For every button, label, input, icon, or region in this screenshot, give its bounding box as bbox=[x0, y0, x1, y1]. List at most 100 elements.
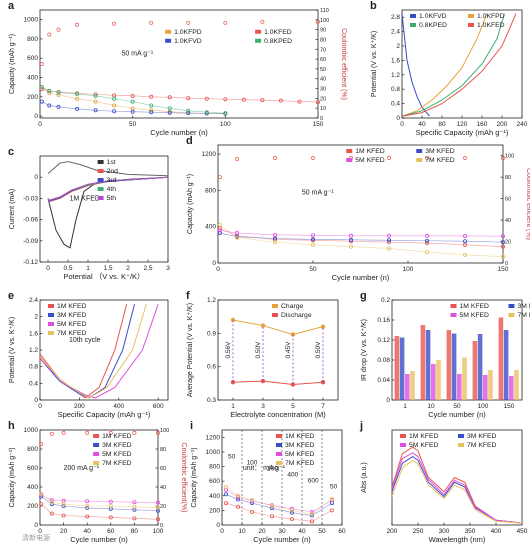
data-point bbox=[260, 98, 265, 103]
legend-swatch bbox=[450, 313, 457, 317]
y-tick-label: 0 bbox=[386, 397, 390, 404]
ce-point bbox=[223, 20, 228, 25]
y-axis-label: Current (mA) bbox=[9, 189, 16, 229]
y2-tick-label: 40 bbox=[505, 218, 511, 224]
data-point bbox=[310, 233, 315, 238]
series-line bbox=[401, 13, 517, 117]
x-tick-label: 3 bbox=[166, 265, 170, 272]
legend-swatch bbox=[346, 149, 353, 153]
legend-swatch bbox=[272, 313, 278, 317]
y2-tick-label: 20 bbox=[505, 240, 511, 246]
data-point bbox=[310, 237, 315, 242]
chart-panel-a: a Cycle number (n) Capacity (mAh g⁻¹) Coulo… bbox=[8, 0, 347, 137]
x-tick-label: 200 bbox=[387, 528, 398, 535]
y2-tick-label: 60 bbox=[320, 57, 326, 63]
y-tick-label: 1000 bbox=[24, 17, 39, 24]
y-tick-label: 2 bbox=[396, 43, 400, 50]
legend-swatch bbox=[400, 443, 406, 447]
legend-label: 3M KFED bbox=[57, 312, 87, 319]
x-tick-label: 40 bbox=[298, 528, 306, 535]
rate-label: 50 bbox=[330, 484, 338, 491]
y-tick-label: 1.6 bbox=[29, 330, 38, 337]
y2-tick-label: 50 bbox=[320, 67, 326, 73]
data-point bbox=[93, 99, 98, 104]
data-point bbox=[348, 244, 353, 249]
series-line bbox=[401, 13, 430, 117]
y-tick-label: -0.06 bbox=[23, 217, 38, 224]
x-tick-label: 1 bbox=[86, 265, 90, 272]
bar bbox=[436, 360, 441, 400]
y-tick-label: 0.04 bbox=[377, 377, 390, 384]
bar bbox=[498, 317, 504, 400]
data-point bbox=[39, 491, 44, 496]
rate-label: 200 bbox=[267, 466, 278, 473]
data-point bbox=[39, 85, 44, 90]
legend-swatch bbox=[416, 158, 423, 162]
y-tick-label: -0.12 bbox=[23, 259, 38, 266]
data-point bbox=[272, 240, 277, 245]
x-tick-label: 250 bbox=[413, 528, 424, 535]
legend-swatch bbox=[48, 331, 54, 335]
data-point bbox=[85, 503, 90, 508]
plot-frame bbox=[217, 144, 504, 264]
legend-label: 1.0KFPD bbox=[477, 13, 505, 20]
bar bbox=[488, 370, 493, 400]
x-axis-label: Cycle number (n) bbox=[253, 535, 311, 544]
x-axis-label: Cycle number (n) bbox=[332, 273, 390, 282]
bar bbox=[451, 333, 457, 400]
x-tick-label: 30 bbox=[278, 528, 286, 535]
x-tick-label: 100 bbox=[220, 121, 231, 128]
legend-swatch bbox=[97, 160, 104, 164]
data-point bbox=[47, 89, 52, 94]
series-line bbox=[39, 304, 159, 399]
bar bbox=[477, 334, 483, 400]
panel-letter: j bbox=[359, 420, 363, 432]
y-tick-label: 400 bbox=[27, 75, 38, 82]
legend-swatch bbox=[97, 187, 104, 191]
legend-swatch bbox=[468, 14, 474, 18]
x-tick-label: 600 bbox=[153, 403, 164, 410]
data-point bbox=[272, 236, 277, 241]
y2-tick-label: 70 bbox=[320, 47, 326, 53]
ce-point bbox=[311, 155, 315, 160]
data-point bbox=[108, 515, 113, 520]
x-tick-label: 300 bbox=[439, 528, 450, 535]
y-tick-label: 1000 bbox=[206, 449, 221, 456]
y2-tick-label: 20 bbox=[320, 96, 326, 102]
data-point bbox=[108, 503, 113, 508]
chart-annotation: 50 mA g⁻¹ bbox=[302, 190, 334, 197]
x-axis-label: Wavelength (nm) bbox=[429, 535, 486, 544]
x-tick-label: 10 bbox=[427, 403, 435, 410]
y-tick-label: 0.12 bbox=[377, 337, 390, 344]
series-line bbox=[232, 380, 324, 385]
chart-panel-f: f Electrolyte concentration (M) Average Po… bbox=[186, 290, 339, 419]
bar bbox=[420, 325, 426, 400]
legend-swatch bbox=[410, 23, 416, 27]
chart-panel-j: j Wavelength (nm) Abs (a.u.) 200 250 300 350 40… bbox=[359, 420, 528, 544]
y2-tick-label: 40 bbox=[320, 77, 326, 83]
data-point bbox=[297, 99, 302, 104]
legend-label: 0.8KPED bbox=[264, 38, 292, 45]
data-point bbox=[234, 235, 239, 240]
chart-panel-d: d Cycle number (n) Capacity (mAh g⁻¹) Coulo… bbox=[186, 135, 530, 282]
legend-label: 7M KFED bbox=[102, 460, 132, 467]
data-point bbox=[167, 110, 172, 115]
ce-point bbox=[186, 20, 191, 25]
legend-label: 5M KFED bbox=[102, 451, 132, 458]
data-point bbox=[149, 108, 154, 113]
plot-frame bbox=[39, 9, 319, 119]
y-tick-label: 200 bbox=[27, 503, 38, 510]
series-trace bbox=[41, 88, 319, 103]
data-point bbox=[39, 99, 44, 104]
x-tick-label: 100 bbox=[403, 266, 414, 273]
y-tick-label: 0.8 bbox=[391, 86, 400, 93]
plot-frame bbox=[391, 429, 523, 526]
panel-letter: e bbox=[8, 290, 14, 302]
data-point bbox=[132, 516, 137, 521]
legend: 1M KFED 3M KFED 5M KFED 7M KFED bbox=[93, 433, 132, 467]
legend-label: 1.0KFVD bbox=[419, 13, 447, 20]
y-tick-label: 600 bbox=[27, 465, 38, 472]
data-point bbox=[112, 96, 117, 101]
data-point bbox=[500, 254, 505, 259]
bar bbox=[399, 337, 405, 400]
